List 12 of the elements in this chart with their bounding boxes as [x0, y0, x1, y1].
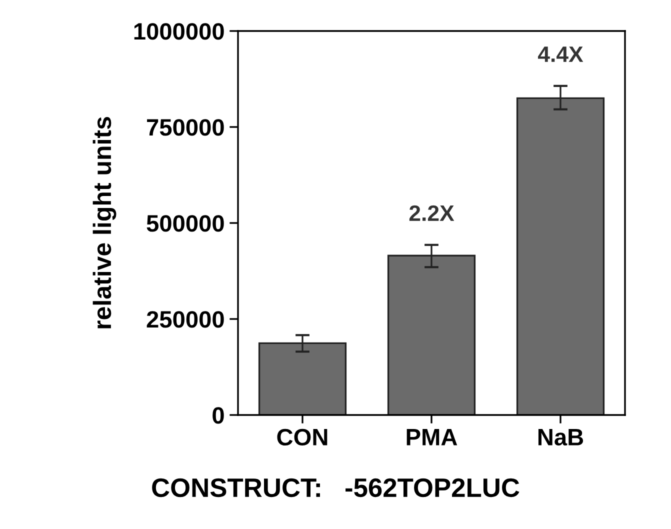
y-tick-label: 1000000 — [134, 23, 224, 40]
x-tick-label: PMA — [406, 429, 458, 446]
y-tick-label: 0 — [212, 407, 224, 424]
y-tick-label: 750000 — [147, 119, 224, 136]
x-tick-label: NaB — [538, 429, 584, 446]
x-axis-title: CONSTRUCT: -562TOP2LUC — [152, 478, 520, 498]
annotation: 4.4X — [538, 46, 584, 62]
annotation: 2.2X — [409, 205, 454, 221]
y-tick-label: 250000 — [146, 311, 224, 328]
x-tick-label: CON — [277, 428, 328, 446]
y-axis-title: relative light units — [92, 117, 116, 328]
y-tick-label: 500000 — [146, 215, 224, 232]
